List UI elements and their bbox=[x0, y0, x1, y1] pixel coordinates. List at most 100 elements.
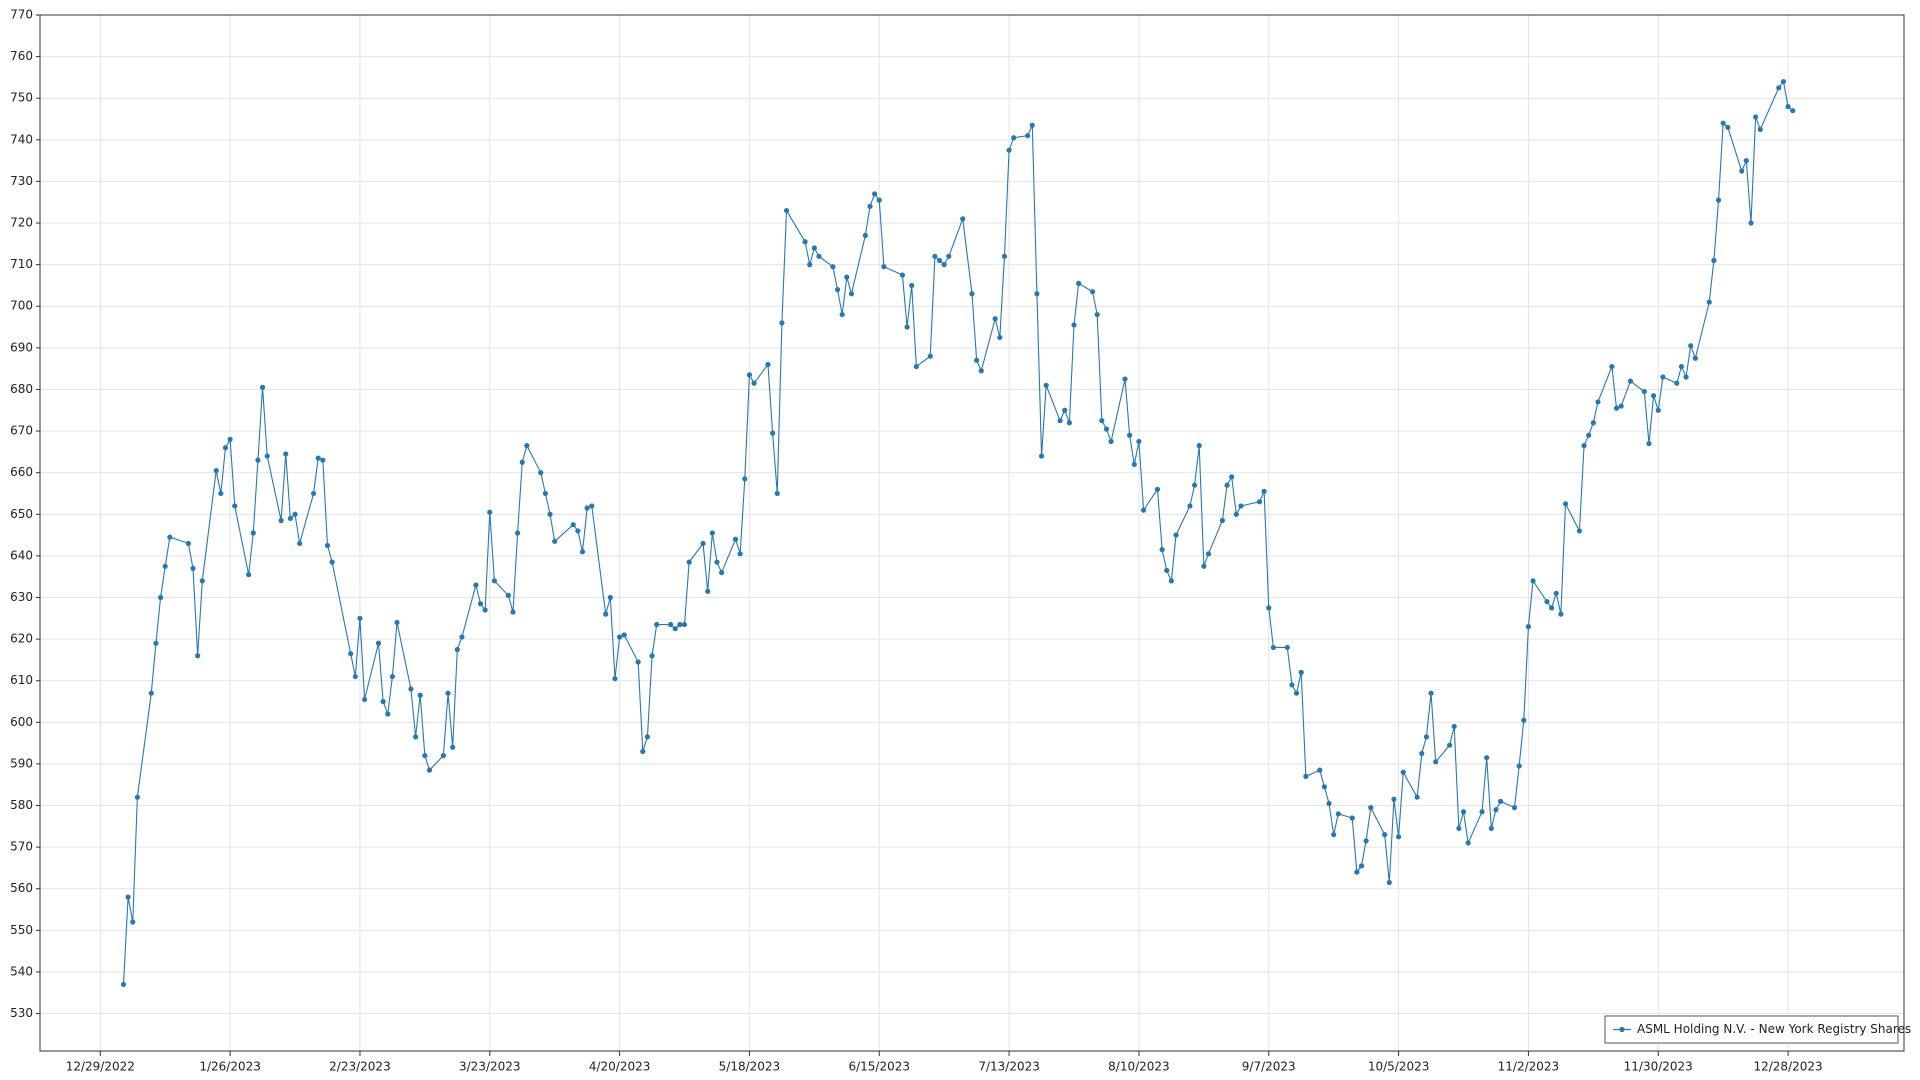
data-point bbox=[1229, 474, 1235, 480]
data-point bbox=[380, 698, 386, 705]
data-point bbox=[1748, 220, 1754, 226]
data-point bbox=[672, 626, 678, 632]
data-point bbox=[783, 207, 790, 214]
data-point bbox=[1103, 426, 1110, 432]
data-point bbox=[579, 549, 586, 555]
data-point bbox=[1780, 78, 1787, 85]
data-point bbox=[1001, 253, 1008, 259]
data-point bbox=[1140, 507, 1147, 513]
data-point bbox=[218, 490, 224, 497]
data-point bbox=[1363, 838, 1369, 844]
x-tick-label: 5/18/2023 bbox=[719, 1060, 781, 1074]
data-point bbox=[830, 264, 836, 270]
data-point bbox=[1382, 832, 1388, 838]
legend-marker bbox=[1619, 1026, 1625, 1033]
data-point bbox=[1790, 108, 1796, 114]
data-point bbox=[278, 517, 284, 524]
data-point bbox=[1062, 407, 1068, 413]
data-point bbox=[1739, 168, 1745, 174]
data-point bbox=[1131, 461, 1137, 467]
y-tick-label: 680 bbox=[10, 382, 33, 396]
data-point bbox=[422, 752, 428, 759]
y-tick-label: 600 bbox=[10, 715, 33, 729]
data-point bbox=[412, 734, 419, 740]
data-point bbox=[1076, 280, 1082, 286]
data-point bbox=[1354, 869, 1360, 875]
data-point bbox=[1655, 407, 1661, 413]
data-point bbox=[969, 291, 975, 297]
data-point bbox=[607, 594, 613, 601]
x-tick-label: 12/29/2022 bbox=[66, 1060, 135, 1074]
data-point bbox=[714, 559, 720, 565]
data-point bbox=[297, 540, 303, 547]
data-point bbox=[1497, 798, 1504, 804]
data-point bbox=[899, 272, 906, 278]
data-point bbox=[1451, 723, 1457, 730]
y-tick-label: 590 bbox=[10, 756, 33, 770]
data-point bbox=[1428, 690, 1434, 696]
data-point bbox=[1511, 805, 1518, 811]
data-point bbox=[1627, 378, 1634, 384]
data-point bbox=[459, 634, 465, 640]
data-point bbox=[1549, 605, 1555, 611]
data-point bbox=[1191, 482, 1198, 488]
data-point bbox=[1205, 551, 1212, 557]
data-point bbox=[1025, 133, 1031, 139]
data-point bbox=[1618, 403, 1624, 409]
data-point bbox=[454, 646, 460, 653]
data-point bbox=[1493, 807, 1499, 813]
data-point bbox=[732, 536, 739, 542]
x-tick-label: 6/15/2023 bbox=[848, 1060, 910, 1074]
y-tick-label: 690 bbox=[10, 340, 33, 354]
data-point bbox=[1159, 547, 1165, 553]
y-tick-label: 660 bbox=[10, 465, 33, 479]
y-tick-label: 560 bbox=[10, 881, 33, 895]
data-point bbox=[834, 287, 841, 293]
data-point bbox=[1757, 126, 1763, 133]
y-tick-label: 670 bbox=[10, 424, 33, 438]
data-point bbox=[936, 257, 943, 264]
data-point bbox=[1266, 605, 1272, 611]
data-point bbox=[932, 253, 938, 259]
data-point bbox=[185, 540, 191, 547]
data-point bbox=[213, 467, 219, 474]
data-point bbox=[1298, 669, 1304, 675]
y-tick-label: 700 bbox=[10, 299, 33, 313]
data-point bbox=[1683, 374, 1689, 380]
data-point bbox=[1521, 717, 1527, 723]
data-point bbox=[1776, 85, 1782, 91]
data-point bbox=[1753, 114, 1759, 120]
y-tick-label: 760 bbox=[10, 49, 33, 63]
data-point bbox=[450, 744, 456, 750]
data-point bbox=[705, 588, 711, 594]
data-point bbox=[909, 282, 915, 289]
data-point bbox=[505, 592, 511, 599]
data-point bbox=[811, 245, 817, 251]
data-point bbox=[1553, 590, 1559, 596]
x-tick-label: 4/20/2023 bbox=[589, 1060, 651, 1074]
data-point bbox=[848, 291, 855, 297]
data-point bbox=[839, 311, 845, 318]
data-point bbox=[644, 734, 651, 740]
data-point bbox=[1613, 405, 1620, 411]
data-point bbox=[1433, 759, 1439, 765]
data-point bbox=[195, 653, 201, 659]
y-tick-label: 640 bbox=[10, 548, 33, 562]
data-point bbox=[426, 767, 433, 773]
data-point bbox=[751, 380, 757, 386]
data-point bbox=[250, 530, 256, 536]
y-tick-label: 610 bbox=[10, 673, 33, 687]
data-point bbox=[408, 686, 414, 692]
data-point bbox=[1057, 418, 1063, 424]
data-point bbox=[742, 476, 748, 482]
data-point bbox=[157, 594, 164, 601]
data-point bbox=[1391, 796, 1397, 802]
data-point bbox=[1270, 644, 1276, 651]
data-point bbox=[844, 274, 850, 280]
data-point bbox=[1562, 501, 1569, 507]
x-tick-label: 11/30/2023 bbox=[1624, 1060, 1693, 1074]
data-point bbox=[348, 651, 354, 657]
data-point bbox=[589, 503, 595, 509]
data-point bbox=[417, 692, 423, 698]
